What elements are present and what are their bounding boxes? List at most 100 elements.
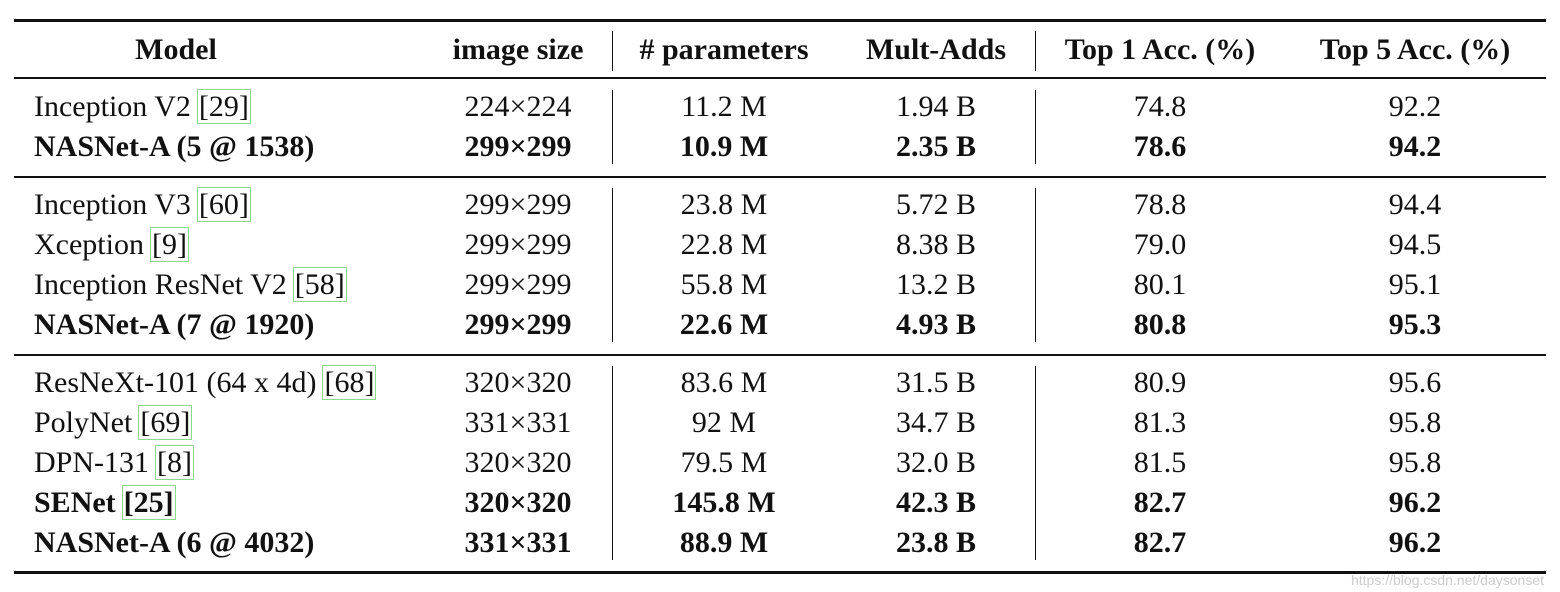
watermark: https://blog.csdn.net/daysonset xyxy=(1350,572,1544,588)
table-cell: 299×299 xyxy=(464,228,572,261)
table-cell: 299×299 xyxy=(464,130,572,163)
table-cell: 224×224 xyxy=(464,90,572,123)
model-cell: SENet [25] xyxy=(34,483,176,523)
table-cell: 22.8 M xyxy=(680,228,768,261)
group-rule xyxy=(14,176,1546,178)
column-separator xyxy=(1035,188,1036,342)
citation: [58] xyxy=(292,267,347,302)
table-cell: 95.8 xyxy=(1388,446,1442,479)
table-cell: 83.6 M xyxy=(680,366,768,399)
citation: [9] xyxy=(149,227,189,262)
model-name: Inception ResNet V2 xyxy=(34,268,287,301)
table-cell: 80.9 xyxy=(1133,366,1187,399)
column-separator xyxy=(1035,366,1036,560)
model-cell: Xception [9] xyxy=(34,225,189,265)
citation: [69] xyxy=(138,405,193,440)
column-header: # parameters xyxy=(639,33,809,66)
column-separator xyxy=(1035,90,1036,164)
table-cell: 320×320 xyxy=(464,486,572,519)
table-cell: 31.5 B xyxy=(895,366,977,399)
table-cell: 88.9 M xyxy=(679,526,769,559)
citation: [68] xyxy=(322,365,377,400)
table-cell: 94.2 xyxy=(1388,130,1442,163)
table-cell: 42.3 B xyxy=(895,486,977,519)
model-cell: NASNet-A (7 @ 1920) xyxy=(34,305,314,345)
column-header: Model xyxy=(135,33,217,66)
model-cell: ResNeXt-101 (64 x 4d) [68] xyxy=(34,363,377,403)
header-separator xyxy=(612,31,613,71)
header-separator xyxy=(1035,31,1036,71)
model-cell: NASNet-A (6 @ 4032) xyxy=(34,523,314,563)
table-cell: 74.8 xyxy=(1133,90,1187,123)
table-cell: 4.93 B xyxy=(895,308,977,341)
table-cell: 81.5 xyxy=(1133,446,1187,479)
model-cell: Inception V3 [60] xyxy=(34,185,251,225)
table-cell: 23.8 B xyxy=(895,526,977,559)
table-cell: 145.8 M xyxy=(672,486,776,519)
model-name: DPN-131 xyxy=(34,446,150,479)
bottom-rule xyxy=(14,571,1546,574)
top-rule xyxy=(14,19,1546,22)
table-cell: 299×299 xyxy=(464,188,572,221)
table-cell: 79.0 xyxy=(1133,228,1187,261)
citation: [25] xyxy=(121,485,176,520)
table-cell: 13.2 B xyxy=(895,268,977,301)
column-header: Top 1 Acc. (%) xyxy=(1064,33,1256,66)
column-separator xyxy=(612,366,613,560)
table-cell: 95.8 xyxy=(1388,406,1442,439)
table-cell: 96.2 xyxy=(1388,486,1442,519)
model-cell: Inception V2 [29] xyxy=(34,87,251,127)
table-cell: 78.8 xyxy=(1133,188,1187,221)
table-cell: 92 M xyxy=(691,406,757,439)
model-name: Xception xyxy=(34,228,144,261)
table-cell: 331×331 xyxy=(464,526,572,559)
model-cell: NASNet-A (5 @ 1538) xyxy=(34,127,314,167)
table-cell: 78.6 xyxy=(1133,130,1187,163)
citation: [8] xyxy=(155,445,194,480)
table-cell: 80.1 xyxy=(1133,268,1187,301)
model-name: NASNet-A (5 @ 1538) xyxy=(34,130,315,163)
model-name: NASNet-A (7 @ 1920) xyxy=(34,308,315,341)
table-cell: 1.94 B xyxy=(895,90,977,123)
table-cell: 80.8 xyxy=(1133,308,1187,341)
model-name: PolyNet xyxy=(34,406,133,439)
column-header: image size xyxy=(452,33,584,66)
model-name: NASNet-A (6 @ 4032) xyxy=(34,526,315,559)
table-cell: 34.7 B xyxy=(895,406,977,439)
table-cell: 23.8 M xyxy=(680,188,768,221)
model-cell: PolyNet [69] xyxy=(34,403,193,443)
model-name: Inception V2 xyxy=(34,90,191,123)
table-cell: 79.5 M xyxy=(680,446,768,479)
table-cell: 5.72 B xyxy=(895,188,977,221)
model-name: SENet xyxy=(34,486,116,519)
column-separator xyxy=(612,90,613,164)
citation: [29] xyxy=(196,89,251,124)
table-cell: 95.6 xyxy=(1388,366,1442,399)
column-header: Top 5 Acc. (%) xyxy=(1319,33,1511,66)
table-cell: 22.6 M xyxy=(679,308,769,341)
table-cell: 8.38 B xyxy=(895,228,977,261)
table-cell: 95.3 xyxy=(1388,308,1442,341)
table-cell: 320×320 xyxy=(464,366,572,399)
table-cell: 81.3 xyxy=(1133,406,1187,439)
table-cell: 95.1 xyxy=(1388,268,1442,301)
table-cell: 11.2 M xyxy=(681,90,767,123)
column-header: Mult-Adds xyxy=(865,33,1007,66)
model-name: ResNeXt-101 (64 x 4d) xyxy=(34,366,317,399)
citation: [60] xyxy=(196,187,251,222)
table-cell: 82.7 xyxy=(1133,486,1187,519)
table-cell: 320×320 xyxy=(464,446,572,479)
column-separator xyxy=(612,188,613,342)
model-cell: DPN-131 [8] xyxy=(34,443,194,483)
header-rule xyxy=(14,77,1546,79)
model-cell: Inception ResNet V2 [58] xyxy=(34,265,347,305)
table-cell: 94.5 xyxy=(1388,228,1442,261)
table-cell: 10.9 M xyxy=(679,130,769,163)
table-cell: 55.8 M xyxy=(680,268,768,301)
table-cell: 331×331 xyxy=(464,406,572,439)
table-cell: 92.2 xyxy=(1388,90,1442,123)
model-name: Inception V3 xyxy=(34,188,191,221)
table-cell: 96.2 xyxy=(1388,526,1442,559)
table-cell: 299×299 xyxy=(464,308,572,341)
